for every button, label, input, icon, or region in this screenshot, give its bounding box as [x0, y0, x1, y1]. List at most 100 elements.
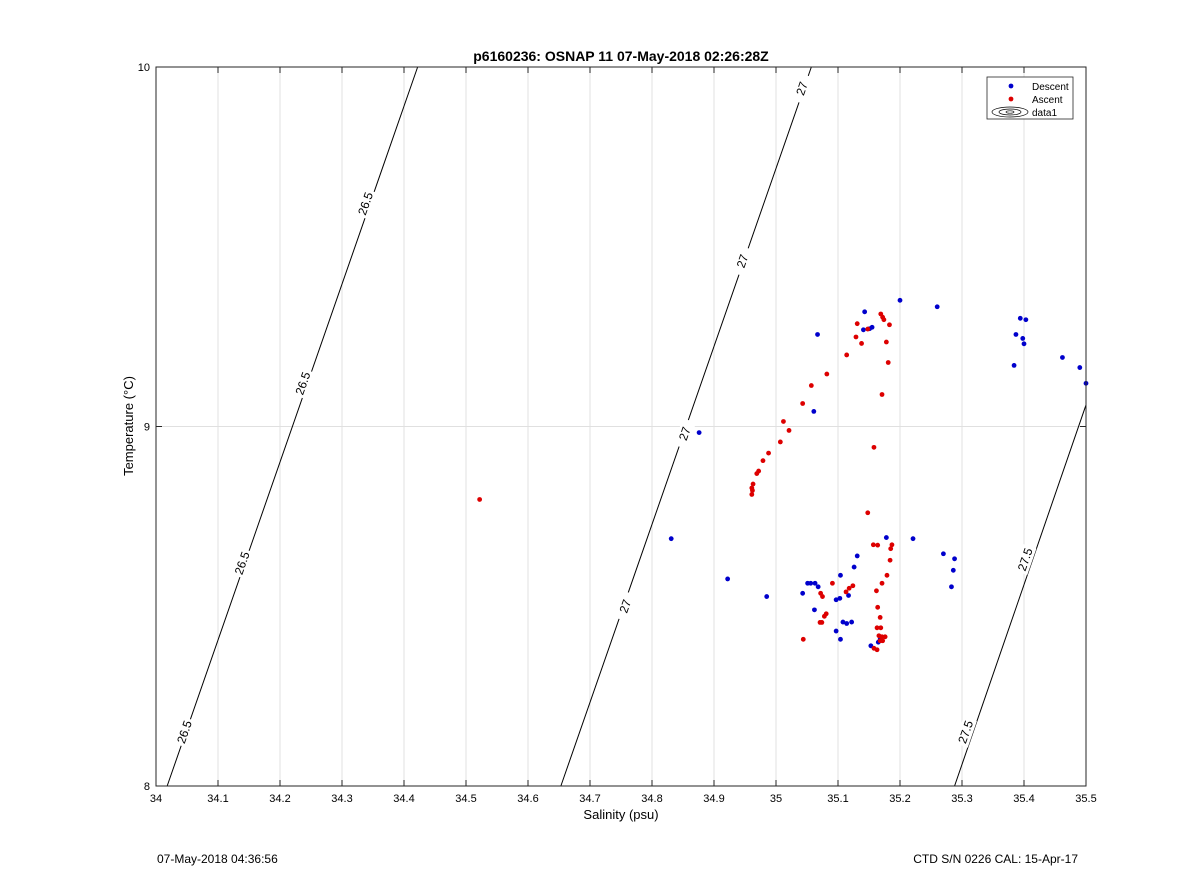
- chart-title: p6160236: OSNAP 11 07-May-2018 02:26:28Z: [473, 48, 769, 64]
- legend: Descent Ascent data1: [986, 76, 1074, 120]
- descent-point: [1021, 341, 1027, 347]
- descent-point: [910, 536, 916, 542]
- descent-point: [1011, 362, 1017, 368]
- ascent-point: [884, 572, 890, 578]
- legend-data1-label: data1: [1032, 108, 1057, 119]
- legend-descent-marker: [1008, 83, 1014, 89]
- ascent-point: [878, 625, 884, 631]
- ascent-point: [800, 401, 806, 406]
- x-tick-label: 34.4: [393, 793, 414, 805]
- descent-point: [1013, 332, 1019, 337]
- descent-point: [1060, 355, 1065, 360]
- descent-point: [837, 595, 843, 601]
- descent-point: [950, 567, 956, 573]
- x-tick-label: 34.5: [455, 793, 476, 805]
- descent-point: [862, 309, 868, 315]
- ascent-point: [819, 620, 825, 625]
- ascent-point: [850, 583, 856, 589]
- descent-point: [833, 628, 839, 634]
- descent-point: [833, 597, 839, 603]
- descent-point: [668, 536, 674, 542]
- ascent-point: [843, 589, 849, 595]
- ascent-point: [881, 317, 887, 323]
- descent-point: [764, 594, 770, 599]
- ascent-point: [781, 419, 786, 424]
- data-points: [477, 297, 1089, 653]
- x-tick-label: 34.2: [269, 793, 290, 805]
- descent-point: [861, 327, 866, 333]
- ascent-point: [477, 497, 483, 502]
- descent-point: [849, 619, 855, 625]
- ascent-point: [846, 585, 852, 591]
- legend-contour-icon: [991, 106, 1029, 118]
- ascent-point: [885, 360, 891, 365]
- legend-ascent-label: Ascent: [1032, 95, 1063, 106]
- ascent-point: [760, 458, 766, 464]
- contour-label-bg: [291, 367, 315, 399]
- x-tick-label: 35.5: [1075, 793, 1096, 805]
- ascent-point: [786, 428, 792, 433]
- isopycnal-line-27.5: [954, 404, 1087, 787]
- descent-point: [815, 584, 821, 590]
- contour-label: 27: [676, 425, 694, 443]
- ascent-point: [808, 383, 814, 388]
- descent-point: [883, 535, 889, 540]
- ascent-point: [870, 542, 876, 548]
- x-tick-label: 35: [770, 793, 782, 805]
- contour-label-bg: [1014, 543, 1037, 576]
- ascent-point: [749, 492, 755, 497]
- ascent-point: [877, 614, 883, 620]
- descent-point: [808, 580, 814, 586]
- ascent-point: [887, 557, 893, 563]
- contour-label-bg: [354, 188, 377, 220]
- legend-ascent-marker: [1008, 96, 1014, 102]
- descent-point: [934, 304, 940, 310]
- ascent-point: [844, 352, 850, 358]
- contour-label-bg: [173, 716, 196, 748]
- ascent-point: [888, 546, 894, 552]
- ascent-point: [889, 542, 895, 548]
- descent-point: [725, 576, 731, 582]
- ascent-point: [766, 450, 771, 456]
- ascent-point: [874, 647, 880, 653]
- descent-point: [1023, 317, 1029, 323]
- ascent-point: [853, 334, 859, 340]
- ascent-point: [874, 588, 879, 594]
- footer-ctd-info: CTD S/N 0226 CAL: 15-Apr-17: [913, 852, 1078, 866]
- descent-point: [838, 572, 843, 578]
- ascent-point: [820, 594, 825, 599]
- x-tick-label: 34.9: [703, 793, 724, 805]
- descent-point: [1077, 365, 1083, 370]
- ascent-point: [859, 341, 864, 346]
- ascent-point: [880, 638, 886, 644]
- ascent-point: [854, 321, 860, 327]
- x-tick-label: 34.7: [579, 793, 600, 805]
- x-axis-label: Salinity (psu): [583, 807, 658, 822]
- contour-label: 27: [793, 80, 811, 98]
- x-tick-label: 35.3: [951, 793, 972, 805]
- descent-point: [838, 636, 843, 642]
- descent-point: [844, 621, 850, 626]
- ascent-point: [879, 580, 885, 586]
- descent-point: [812, 607, 817, 613]
- contour-label-bg: [614, 590, 637, 622]
- y-axis-ticks: 8 9 10: [138, 62, 1086, 793]
- x-axis-ticks: 34 34.1 34.2 34.3 34.4 34.5 34.6 34.7 34.8 34.9 35…: [150, 67, 1097, 805]
- legend-descent-label: Descent: [1032, 82, 1069, 93]
- x-tick-label: 34.8: [641, 793, 662, 805]
- ascent-point: [887, 322, 892, 328]
- descent-point: [800, 590, 806, 596]
- descent-point: [949, 584, 954, 590]
- ascent-point: [865, 510, 871, 516]
- ascent-point: [875, 542, 881, 548]
- y-tick-label: 10: [138, 62, 150, 74]
- descent-point: [846, 593, 851, 598]
- ascent-point: [871, 444, 877, 450]
- ascent-point: [878, 311, 884, 317]
- footer-timestamp: 07-May-2018 04:36:56: [157, 852, 278, 866]
- contour-label-bg: [954, 716, 977, 748]
- ascent-point: [800, 636, 806, 642]
- ascent-point: [824, 371, 830, 377]
- ascent-point: [882, 634, 888, 640]
